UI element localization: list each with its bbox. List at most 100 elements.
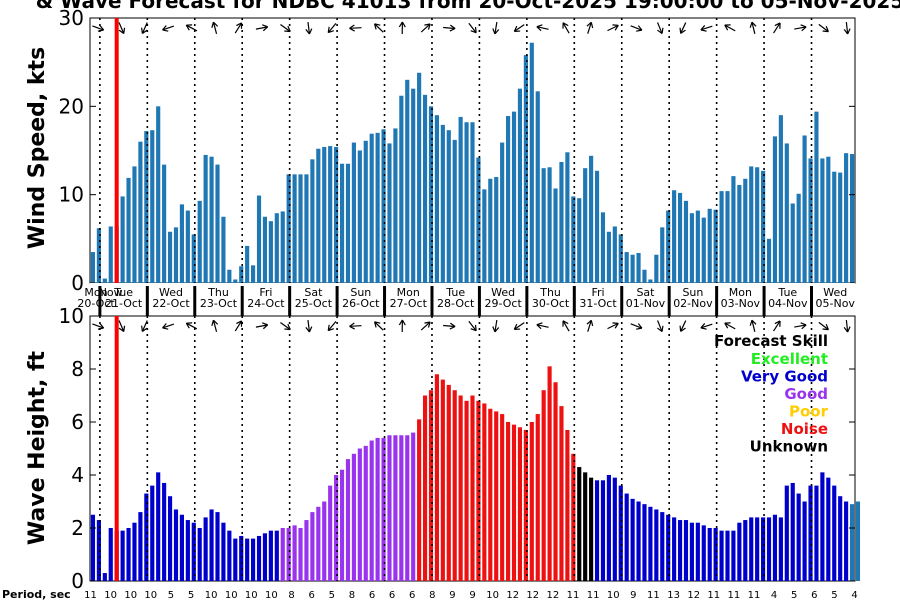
arrow-head [305,28,313,35]
day-name-label: Fri [259,286,272,299]
arrow-head [700,323,707,330]
wind-bar [179,204,184,283]
period-value: 10 [104,590,117,600]
day-name-label: Sat [636,286,655,299]
wind-direction-arrow [679,22,687,34]
period-value: 11 [567,590,580,600]
wave-bar [577,467,582,581]
period-value: 6 [309,590,315,600]
arrow-shaft [773,320,781,332]
wave-bar [707,528,712,581]
wind-bar [826,156,831,283]
wind-bar [488,178,493,283]
arrow-shaft [327,23,337,33]
wind-bar [766,238,772,283]
wind-bar [577,198,582,283]
day-date-label: 20-Oct [77,297,115,310]
arrow-head [118,325,126,333]
arrow-shaft [92,25,104,31]
wave-direction-arrow [234,320,243,332]
wind-y-axis-label: Wind Speed, kts [25,47,50,249]
wind-bar [636,252,641,283]
wave-bar [292,525,297,581]
arrow-head [822,25,829,33]
arrow-shaft [513,322,525,330]
wind-bar [132,166,137,283]
wave-bar [571,453,576,581]
arrow-head [305,326,313,333]
wind-bar [185,210,190,283]
wind-bar [351,142,356,283]
arrow-head [162,25,169,32]
wind-bar [743,178,748,283]
arrow-head [843,326,851,333]
arrow-head [118,27,126,35]
wind-bar [600,212,606,283]
wave-bar [132,522,137,581]
wind-bar [221,216,226,283]
arrow-shaft [845,21,849,35]
arrow-head [679,325,686,332]
wave-bar [778,517,783,581]
wave-bar [761,517,766,581]
period-value: 9 [469,590,475,600]
wind-bar [191,234,196,283]
wave-bar [393,435,398,581]
wave-direction-arrow [141,320,148,332]
wave-direction-arrow [773,320,781,332]
wind-bar [399,95,404,283]
period-value: 5 [329,590,335,600]
wind-bar [387,143,392,283]
arrow-shaft [327,321,337,331]
period-value: 12 [526,590,539,600]
arrow-head [211,21,219,28]
wave-bar [672,517,677,581]
wave-bar [191,522,196,581]
legend-entry: Unknown [750,438,828,456]
arrow-head [612,24,619,31]
wind-direction-arrow [398,21,406,35]
arrow-head [749,319,757,326]
wave-bar [612,477,617,581]
wave-direction-arrow [586,319,594,332]
arrow-shaft [845,319,849,333]
arrow-head [236,22,243,29]
wind-direction-arrow [492,21,500,35]
wind-direction-arrow [118,22,126,35]
wind-bar [772,136,778,283]
day-name-label: Sun [350,286,371,299]
arrow-shaft [587,320,592,332]
wave-bar [832,485,837,581]
wave-bar [683,520,689,581]
wind-bar [476,157,481,283]
day-name-label: Wed [823,286,847,299]
wind-bar [820,158,825,283]
wind-bar [482,189,487,283]
arrow-head [449,322,456,330]
wind-direction-arrow [211,21,219,34]
wind-bar [541,168,546,283]
wave-bar [559,406,564,581]
wave-bar [434,374,439,581]
period-value: 10 [144,590,157,600]
wind-direction-arrow [607,24,619,32]
wave-bar [814,485,819,581]
wave-bar [766,517,772,581]
wind-bar [334,146,339,283]
wave-bar [482,403,487,581]
period-value: 11 [748,590,761,600]
day-date-label: 21-Oct [105,297,143,310]
wind-bar [197,200,202,283]
wave-direction-arrow [794,322,807,330]
wind-bar [523,55,528,283]
wind-bar [126,177,131,283]
arrow-head [774,22,781,29]
wave-y-tick-label: 2 [71,516,84,540]
arrow-shaft [513,24,525,32]
wave-bar [96,520,101,581]
wave-bar [185,520,190,581]
wave-direction-arrow [700,323,713,330]
arrow-shaft [700,323,713,329]
wind-bar [737,184,742,283]
wave-direction-arrow [92,323,105,330]
